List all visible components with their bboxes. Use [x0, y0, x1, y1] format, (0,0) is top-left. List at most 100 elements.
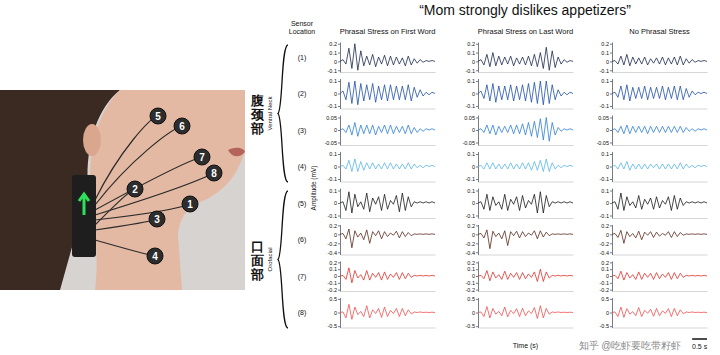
y-tick-label: 0 — [472, 164, 475, 170]
panel: -0.2-0.100.10.2 — [600, 260, 708, 293]
y-tick-label: 0 — [472, 310, 475, 316]
y-tick-label: -0.2 — [600, 287, 609, 293]
y-tick: 0.1 — [467, 78, 478, 84]
y-tick: -0.1 — [466, 67, 478, 73]
y-axis: -0.100.1 — [466, 188, 479, 219]
row-label: (2) — [298, 90, 307, 98]
y-tick-label: 0 — [334, 232, 337, 238]
y-axis-line — [478, 189, 479, 219]
signal-line — [340, 268, 435, 283]
y-tick-mark — [338, 94, 340, 95]
sensor-label: 1 — [187, 199, 193, 210]
x-axis — [341, 72, 436, 73]
y-tick-label: -0.1 — [328, 67, 337, 73]
y-tick-mark — [338, 269, 340, 270]
y-tick-mark — [476, 234, 478, 235]
y-axis-line — [340, 43, 341, 73]
x-axis-line — [341, 291, 436, 292]
y-tick-label: 0.2 — [329, 41, 337, 47]
y-tick-label: 0.2 — [467, 260, 475, 266]
y-tick: 0.2 — [467, 260, 478, 266]
y-tick-label: 0.5 — [601, 296, 609, 302]
y-tick: 0.05 — [464, 115, 478, 121]
y-tick-label: -0.1 — [600, 280, 609, 286]
y-axis: -0.2-0.100.10.2 — [328, 260, 341, 293]
plot-area — [612, 85, 707, 101]
y-tick: 0.1 — [601, 266, 612, 272]
y-tick-mark — [338, 225, 340, 226]
plot-area — [612, 230, 707, 243]
y-axis-line — [478, 79, 479, 109]
x-axis — [479, 182, 574, 183]
y-tick-label: 0.1 — [329, 188, 337, 194]
y-tick: -0.5 — [466, 323, 478, 329]
signal-line — [340, 44, 435, 70]
signal-line — [612, 162, 707, 171]
y-tick: 0 — [472, 200, 478, 206]
signal-line — [612, 193, 707, 211]
y-tick-label: 0.2 — [329, 223, 337, 229]
y-tick-mark — [476, 191, 478, 192]
y-axis: -0.0500.05 — [324, 115, 340, 146]
panel: -0.100.1 — [466, 151, 574, 182]
x-axis-line — [613, 109, 708, 110]
panel: -0.100.10.2 — [328, 41, 436, 73]
sensor — [194, 149, 210, 165]
x-axis — [613, 182, 708, 183]
panel: -0.500.5 — [466, 296, 574, 329]
x-axis-line — [341, 182, 436, 183]
y-axis-line — [340, 79, 341, 109]
signal-line — [340, 192, 435, 213]
y-tick-mark — [338, 106, 340, 107]
x-axis — [341, 328, 436, 329]
y-tick-label: -0.1 — [328, 176, 337, 182]
ear — [83, 124, 101, 156]
y-axis-line — [612, 298, 613, 328]
y-tick-label: 0.1 — [329, 266, 337, 272]
signal-line — [612, 271, 707, 280]
y-axis: -0.0500.05 — [596, 115, 612, 146]
y-tick-label: 0 — [606, 91, 609, 97]
y-axis: -0.2-0.100.10.2 — [466, 260, 479, 293]
plot-area — [478, 269, 573, 281]
x-axis — [341, 109, 436, 110]
y-axis: -0.500.5 — [328, 296, 341, 329]
y-axis-line — [612, 225, 613, 255]
y-tick-label: 0.1 — [601, 50, 609, 56]
y-tick-label: 0.1 — [329, 151, 337, 157]
y-tick: 0.2 — [467, 223, 478, 229]
y-axis-line — [612, 152, 613, 182]
sensor-label: 6 — [179, 121, 185, 132]
y-tick: 0 — [334, 232, 340, 238]
y-tick-mark — [610, 225, 612, 226]
y-tick: 0 — [606, 164, 612, 170]
y-axis: -0.100.10.2 — [328, 41, 341, 73]
cable — [95, 126, 182, 205]
y-tick: 0 — [472, 91, 478, 97]
panel: -0.100.1 — [466, 188, 574, 219]
x-axis-line — [341, 72, 436, 73]
panel: -0.100.1 — [328, 78, 436, 109]
y-axis-title: Amplitude (mV) — [310, 166, 318, 211]
y-tick-label: -0.1 — [466, 213, 475, 219]
signal-line — [478, 230, 573, 249]
y-tick: 0 — [606, 310, 612, 316]
panel: -0.100.10.2 — [466, 41, 574, 73]
x-axis — [479, 291, 574, 292]
row-label: (5) — [298, 200, 307, 208]
y-tick-label: 0.05 — [326, 115, 337, 121]
y-tick-mark — [338, 81, 340, 82]
y-tick-mark — [476, 118, 478, 119]
y-tick: -0.1 — [328, 176, 340, 182]
scale-bar — [692, 338, 707, 340]
panel: -0.4-0.200.2 — [466, 223, 574, 256]
panel: -0.500.5 — [328, 296, 436, 329]
y-axis-line — [340, 262, 341, 292]
y-tick: -0.1 — [600, 103, 612, 109]
plot-area — [612, 54, 707, 65]
x-axis — [341, 182, 436, 183]
sensor-label: 7 — [199, 152, 205, 163]
y-tick-label: 0.1 — [601, 78, 609, 84]
y-tick: 0 — [334, 59, 340, 65]
skin — [90, 90, 245, 290]
